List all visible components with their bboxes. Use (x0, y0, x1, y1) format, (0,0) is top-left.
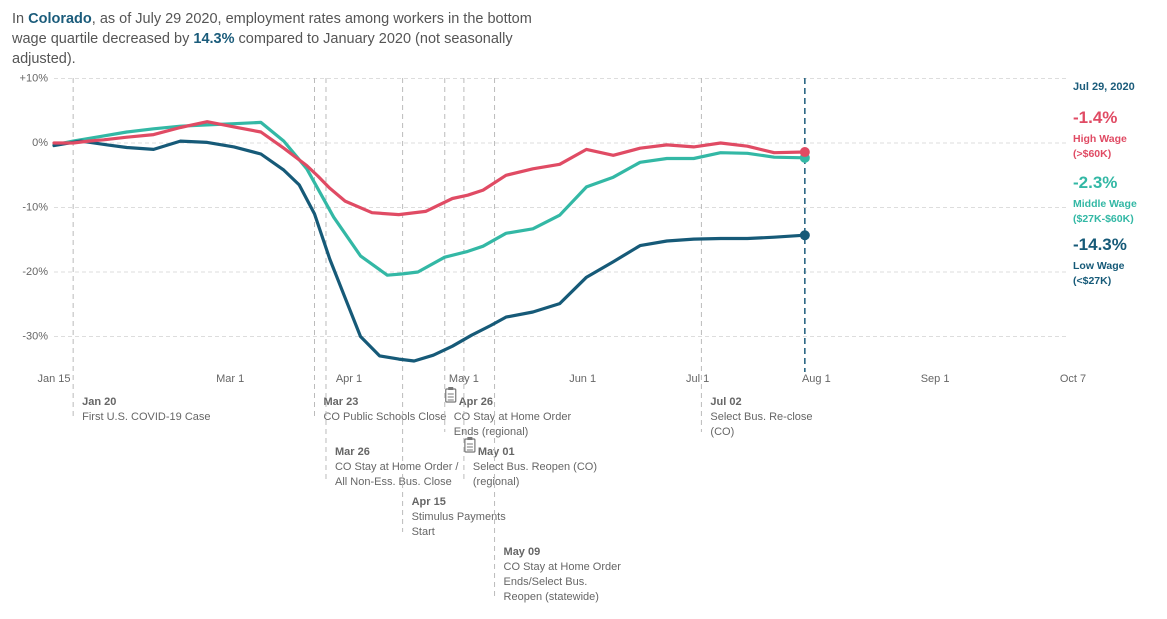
end-range-middle: ($27K-$60K) (1073, 213, 1134, 225)
clipboard-icon-clip (448, 387, 454, 390)
event-date-label: Apr 15 (412, 496, 446, 508)
event-description: Ends (regional) (454, 426, 529, 438)
x-tick-label: Mar 1 (216, 373, 244, 385)
x-tick-label: Jan 15 (37, 373, 70, 385)
y-tick-label: +10% (20, 73, 49, 85)
x-tick-label: Sep 1 (921, 373, 950, 385)
x-tick-label: Aug 1 (802, 373, 831, 385)
event-description: CO Stay at Home Order (504, 561, 622, 573)
event-annotations: Jan 20 First U.S. COVID-19 Case Mar 23 CO P… (72, 78, 813, 603)
y-axis: +10% 0% -10% -20% -30% (20, 73, 49, 343)
series-line-high (52, 120, 807, 217)
headline: In Colorado, as of July 29 2020, employm… (12, 9, 557, 69)
event-description: Select Bus. Re-close (710, 411, 812, 423)
headline-percent: 14.3% (193, 31, 235, 47)
end-range-high: (>$60K) (1073, 148, 1111, 160)
headline-text-2: , as of July 29 2020, employment rates a… (12, 11, 532, 47)
event-description: Start (412, 526, 435, 538)
event-date-label: Jan 20 (82, 396, 116, 408)
end-value-middle: -2.3% (1073, 173, 1117, 192)
end-label-high: High Wage (1073, 133, 1127, 145)
x-tick-label: Jul 1 (686, 373, 709, 385)
event-date-label: May 09 (504, 546, 541, 558)
y-tick-label: -30% (22, 331, 48, 343)
event-description: All Non-Ess. Bus. Close (335, 476, 452, 488)
end-point-high (799, 147, 810, 158)
end-point-low (799, 230, 810, 241)
current-date-label: Jul 29, 2020 (1073, 81, 1135, 93)
y-tick-label: 0% (32, 137, 48, 149)
event-description: (regional) (473, 476, 519, 488)
clipboard-icon-clip (467, 437, 473, 440)
event-description: CO Public Schools Close (323, 411, 446, 423)
event-description: (CO) (710, 426, 734, 438)
event-description: Reopen (statewide) (504, 591, 599, 603)
x-tick-label: Jun 1 (569, 373, 596, 385)
y-tick-label: -10% (22, 202, 48, 214)
end-label-low: Low Wage (1073, 260, 1125, 272)
headline-place: Colorado (28, 11, 92, 27)
x-tick-label: Apr 1 (336, 373, 362, 385)
event-description: Ends/Select Bus. (504, 576, 588, 588)
end-value-low: -14.3% (1073, 235, 1127, 254)
end-value-high: -1.4% (1073, 108, 1117, 127)
y-tick-label: -20% (22, 266, 48, 278)
event-description: Stimulus Payments (412, 511, 507, 523)
series-lines (52, 120, 810, 363)
end-labels: Jul 29, 2020 -1.4% High Wage (>$60K) -2.3% Mi… (1073, 81, 1137, 287)
event-date-label: Jul 02 (710, 396, 741, 408)
x-tick-label: May 1 (449, 373, 479, 385)
event-description: CO Stay at Home Order (454, 411, 572, 423)
headline-text-3: compared to January 2020 (not seasonally… (12, 31, 513, 67)
x-axis: Jan 15 Mar 1 Apr 1 May 1 Jun 1 Jul 1 Aug 1 Sep … (37, 373, 1086, 385)
gridlines (54, 78, 1068, 337)
event-date-label: Mar 26 (335, 446, 370, 458)
event-description: Select Bus. Reopen (CO) (473, 461, 597, 473)
event-date-label: Mar 23 (323, 396, 358, 408)
clipboard-icon (445, 387, 457, 403)
x-tick-label: Oct 7 (1060, 373, 1086, 385)
series-line-low (52, 139, 807, 363)
event-description: First U.S. COVID-19 Case (82, 411, 210, 423)
event-date-label: May 01 (478, 446, 515, 458)
event-date-label: Apr 26 (459, 396, 493, 408)
end-range-low: (<$27K) (1073, 275, 1111, 287)
event-description: CO Stay at Home Order / (335, 461, 459, 473)
end-label-middle: Middle Wage (1073, 198, 1137, 210)
clipboard-icon (464, 437, 476, 453)
headline-text-1: In (12, 11, 29, 27)
